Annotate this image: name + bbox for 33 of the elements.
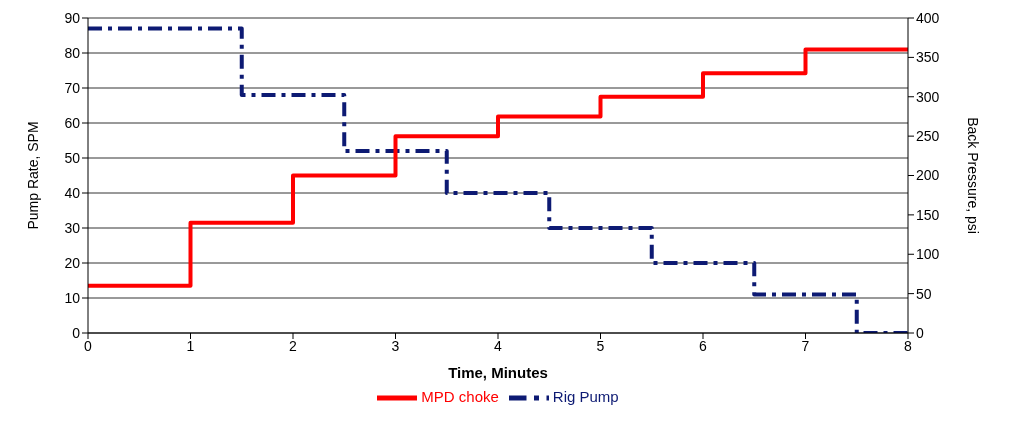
legend-label: MPD choke <box>421 387 499 405</box>
y2-tick-label: 50 <box>916 285 932 302</box>
y-tick-label: 0 <box>72 324 81 341</box>
x-tick-label: 3 <box>391 337 400 354</box>
y2-axis-title: Back Pressure, psi <box>965 117 982 234</box>
x-tick-label: 4 <box>494 337 503 354</box>
y2-tick-label: 0 <box>916 324 924 341</box>
y-axis-title: Pump Rate, SPM <box>24 121 41 230</box>
y-tick-label: 50 <box>64 149 81 166</box>
y2-tick-label: 250 <box>916 128 940 145</box>
y2-tick-label: 400 <box>916 9 940 26</box>
x-axis-title: Time, Minutes <box>448 364 548 381</box>
y-tick-label: 40 <box>64 184 81 201</box>
x-tick-label: 6 <box>699 337 708 354</box>
y-tick-label: 30 <box>64 219 81 236</box>
y2-tick-label: 150 <box>916 206 940 223</box>
x-tick-label: 1 <box>186 337 195 354</box>
legend-label: Rig Pump <box>552 387 619 405</box>
y-tick-label: 20 <box>64 254 81 271</box>
y2-tick-label: 300 <box>916 88 940 105</box>
x-tick-label: 2 <box>289 337 298 354</box>
y-tick-label: 80 <box>64 44 81 61</box>
y2-tick-label: 100 <box>916 246 940 263</box>
y-tick-label: 70 <box>64 79 81 96</box>
x-tick-label: 7 <box>801 337 810 354</box>
x-tick-label: 5 <box>596 337 605 354</box>
y-tick-label: 90 <box>64 9 81 26</box>
y2-tick-label: 350 <box>916 49 940 66</box>
y-tick-label: 60 <box>64 114 81 131</box>
x-tick-label: 0 <box>84 337 93 354</box>
x-tick-label: 8 <box>904 337 913 354</box>
y2-tick-label: 200 <box>916 167 940 184</box>
y-tick-label: 10 <box>64 289 81 306</box>
